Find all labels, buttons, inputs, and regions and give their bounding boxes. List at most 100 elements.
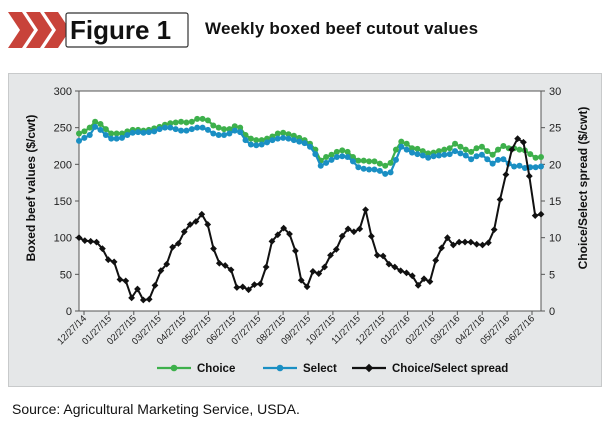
series-select-point <box>409 149 416 156</box>
figure-badge-label: Figure 1 <box>70 15 172 45</box>
y2-tick-label: 20 <box>549 159 561 171</box>
series-select-point <box>339 153 346 160</box>
series-choice-point <box>500 143 507 149</box>
series-choice-point <box>215 124 222 131</box>
legend-marker-series-spread <box>364 363 374 373</box>
legend-marker-series-select <box>276 364 284 372</box>
series-choice-point <box>414 145 421 152</box>
series-choice-point <box>290 132 297 139</box>
series-spread-point <box>327 251 334 259</box>
series-spread-point <box>169 243 176 251</box>
series-select-point <box>328 156 335 163</box>
series-select-point <box>344 154 351 160</box>
series-choice-point <box>355 157 362 164</box>
series-select-point <box>323 159 330 166</box>
series-select-point <box>151 128 158 135</box>
series-select-point <box>285 135 292 142</box>
series-select-point <box>81 134 88 141</box>
series-select-point <box>398 143 405 150</box>
y2-tick-label: 30 <box>549 86 561 98</box>
series-spread-point <box>531 212 539 220</box>
series-select-point <box>135 129 142 136</box>
y-tick-label: 50 <box>60 269 72 281</box>
series-choice-point <box>371 158 378 165</box>
series-spread-point <box>210 245 217 253</box>
series-select-point <box>247 141 254 148</box>
series-spread-point <box>408 272 416 280</box>
series-choice-point <box>376 160 383 167</box>
series-spread-point <box>403 269 410 277</box>
legend: Choice Select Choice/Select spread <box>157 363 508 375</box>
series-spread-point <box>186 221 194 228</box>
series-spread-point <box>75 234 83 242</box>
series-select-point <box>484 156 491 163</box>
series-spread-point <box>332 246 340 253</box>
series-select-point <box>317 162 324 169</box>
series-select-point <box>237 129 244 136</box>
series-spread-point <box>292 247 299 255</box>
series-choice-point <box>473 145 480 152</box>
series-choice-point <box>204 117 211 124</box>
series-select-point <box>156 126 163 133</box>
series-spread-point <box>245 286 252 294</box>
y-tick-label: 200 <box>54 159 72 171</box>
series-select-point <box>264 139 271 146</box>
series-choice-point <box>183 119 190 126</box>
series-choice-point <box>446 145 453 152</box>
y-tick-label: 300 <box>54 86 72 98</box>
series-select-point <box>360 165 367 172</box>
y-tick-label: 100 <box>54 233 72 245</box>
series-spread-point <box>180 228 188 236</box>
legend-label-series-select: Select <box>303 363 337 375</box>
series-choice-point <box>113 130 120 137</box>
legend-label-series-choice: Choice <box>197 363 235 375</box>
series-spread-point <box>473 240 481 248</box>
series-spread-point <box>239 283 247 291</box>
series-choice-point <box>280 129 287 136</box>
series-select-point <box>108 135 115 142</box>
series-select-point <box>113 135 120 142</box>
chevron-shape-2 <box>26 12 52 48</box>
series-spread-point <box>227 266 235 274</box>
series-select-point <box>355 164 362 171</box>
series-spread-point <box>537 210 545 218</box>
series-choice-point <box>274 130 281 137</box>
series-spread-point <box>280 224 288 232</box>
series-choice-point <box>419 148 426 155</box>
series-select-point <box>118 134 125 141</box>
series-select-point <box>387 169 394 176</box>
series-choice-point <box>253 137 260 144</box>
series-select-point <box>86 132 93 138</box>
series-select-point <box>140 129 147 136</box>
series-spread-point <box>338 232 346 240</box>
series-select-point <box>226 130 233 137</box>
series-select-point <box>511 163 518 170</box>
series-spread-point <box>256 280 264 288</box>
series-spread-point <box>321 263 329 271</box>
series-choice-point <box>457 143 464 150</box>
series-select-point <box>102 132 109 138</box>
series-select-point <box>253 142 260 149</box>
legend-label-series-spread: Choice/Select spread <box>392 363 508 375</box>
series-select-point <box>446 151 453 158</box>
series-select-point <box>301 140 308 147</box>
series-select-point <box>188 126 195 133</box>
series-spread-point <box>496 196 504 203</box>
series-choice-point <box>462 146 469 153</box>
series-spread-point <box>192 218 200 225</box>
series-choice-point <box>328 151 335 158</box>
series-select-point <box>441 151 448 158</box>
series-spread-point <box>379 252 387 260</box>
source-note: Source: Agricultural Marketing Service, … <box>12 401 300 417</box>
series-choice-point <box>167 120 174 127</box>
series-spread-point <box>414 281 422 289</box>
series-choice-point <box>532 154 539 161</box>
series-choice-point <box>366 158 373 165</box>
series-select-point <box>258 141 265 148</box>
series-choice-point <box>398 138 405 145</box>
series-spread-point <box>99 245 106 253</box>
series-group <box>75 115 545 304</box>
series-spread-point <box>373 251 381 259</box>
badge-box <box>65 12 189 48</box>
